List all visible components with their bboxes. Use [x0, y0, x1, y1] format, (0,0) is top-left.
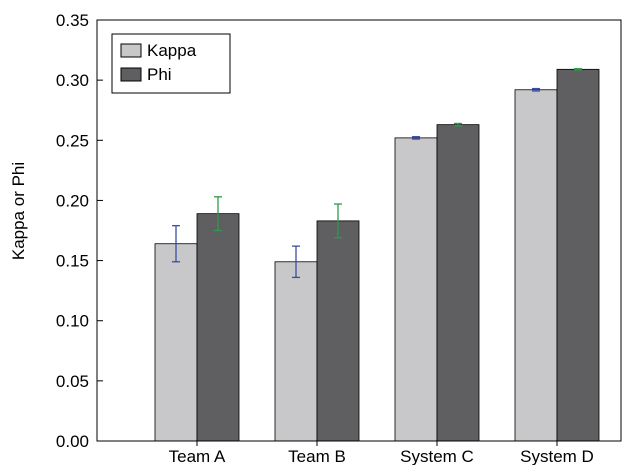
bar-phi-team-a	[196, 213, 240, 442]
y-axis-title-group: Kappa or Phi	[9, 162, 28, 260]
y-tick-label: 0.30	[56, 71, 89, 90]
x-category-label: Team A	[169, 447, 226, 465]
legend-swatch-kappa	[120, 43, 142, 58]
error-bars	[172, 68, 582, 279]
legend-swatch-phi	[120, 67, 142, 82]
bar-kappa-team-b	[274, 261, 318, 442]
y-tick-label: 0.20	[56, 191, 89, 210]
y-tick-label: 0.15	[56, 252, 89, 271]
y-tick-label: 0.00	[56, 432, 89, 451]
bar-phi-system-c	[436, 124, 480, 442]
y-tick-label: 0.05	[56, 372, 89, 391]
bar-phi-system-d	[556, 68, 600, 442]
x-axis-labels: Team A Team B System C System D	[169, 441, 594, 465]
x-category-label: System C	[400, 447, 474, 465]
legend-label-phi: Phi	[147, 65, 172, 84]
x-category-label: Team B	[288, 447, 346, 465]
legend: Kappa Phi	[111, 33, 231, 94]
bar-phi-team-b	[316, 220, 360, 442]
bar-kappa-team-a	[154, 243, 198, 442]
legend-label-kappa: Kappa	[147, 41, 197, 60]
bar-series	[154, 68, 600, 442]
x-category-label: System D	[520, 447, 594, 465]
plot-area-frame	[96, 19, 622, 442]
y-axis: 0.00 0.05 0.10 0.15 0.20 0.25 0.30 0.35	[56, 11, 103, 451]
bar-kappa-system-c	[394, 137, 438, 442]
bar-kappa-system-d	[514, 89, 558, 442]
y-tick-label: 0.35	[56, 11, 89, 30]
y-tick-label: 0.25	[56, 131, 89, 150]
y-axis-title: Kappa or Phi	[9, 162, 28, 260]
y-tick-label: 0.10	[56, 312, 89, 331]
